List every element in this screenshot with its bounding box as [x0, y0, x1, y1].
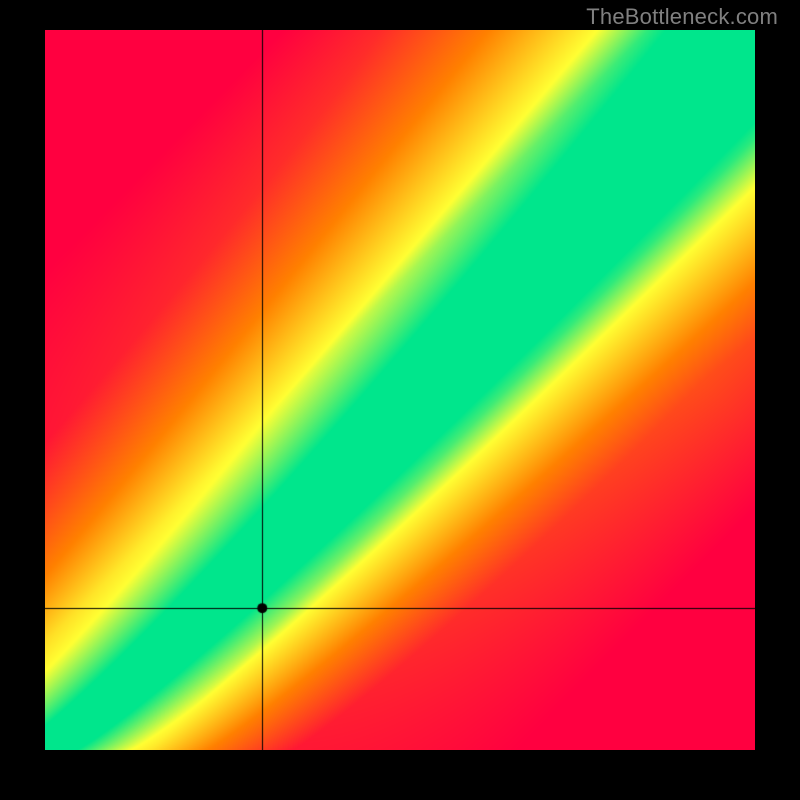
watermark-label: TheBottleneck.com	[586, 4, 778, 30]
bottleneck-heatmap	[45, 30, 755, 750]
heatmap-canvas	[45, 30, 755, 750]
